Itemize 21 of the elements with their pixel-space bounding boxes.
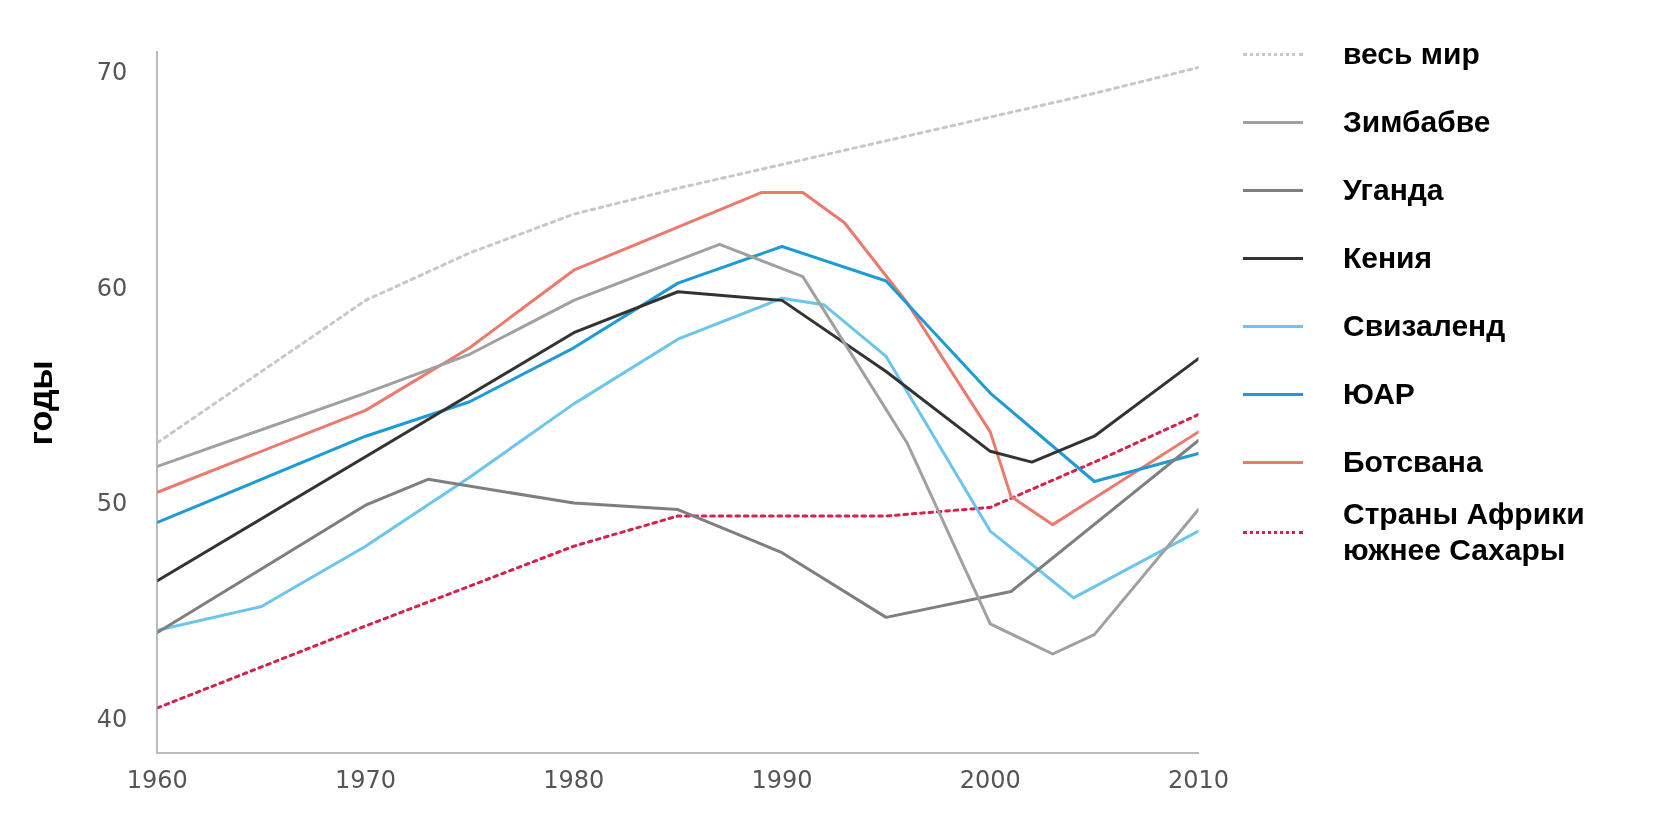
legend-label: Свизаленд	[1343, 308, 1506, 344]
line-series	[157, 65, 1199, 445]
legend-label: Ботсвана	[1343, 444, 1483, 480]
legend-label: Зимбабве	[1343, 104, 1491, 140]
x-tick-label: 2010	[1167, 765, 1229, 794]
y-tick-label: 50	[96, 489, 128, 518]
y-axis-title: годы	[20, 360, 59, 446]
legend-label: Страны Африки южнее Сахары	[1343, 496, 1586, 568]
x-tick-label: 1980	[543, 765, 605, 794]
y-tick-label: 60	[96, 273, 128, 302]
line-series	[157, 413, 1199, 710]
x-tick-label: 2000	[959, 765, 1021, 794]
legend-label: ЮАР	[1343, 376, 1415, 412]
x-tick-label: 1970	[335, 765, 397, 794]
legend-label: весь мир	[1343, 36, 1480, 72]
legend-label: Уганда	[1343, 172, 1444, 208]
x-tick-label: 1960	[126, 765, 188, 794]
y-tick-label: 40	[96, 705, 128, 734]
y-tick-label: 70	[96, 58, 128, 87]
x-tick-label: 1990	[751, 765, 813, 794]
legend-label: Кения	[1343, 240, 1433, 276]
